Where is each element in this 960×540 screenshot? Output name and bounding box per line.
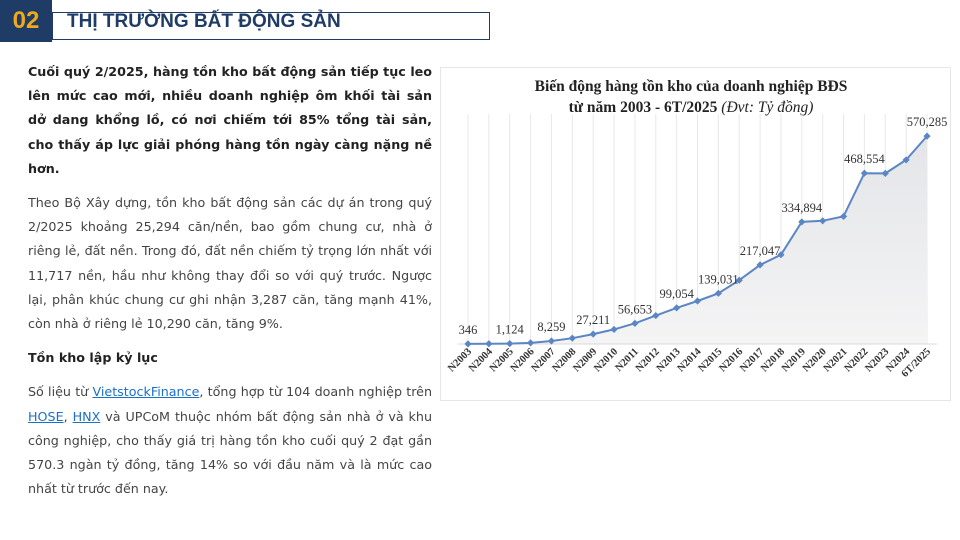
subheading-record-inventory: Tồn kho lập kỷ lục — [28, 350, 158, 366]
chart-point — [881, 169, 889, 178]
p2-text-2: , tổng hợp từ 104 doanh nghiệp trên — [199, 384, 433, 400]
chart-data-label: 346 — [459, 323, 478, 337]
chart-data-label: 8,259 — [537, 320, 565, 334]
chart-data-label: 468,554 — [844, 152, 885, 166]
chart-data-label: 334,894 — [782, 201, 823, 215]
chart-point — [526, 339, 535, 347]
chart-data-label: 27,211 — [576, 313, 610, 327]
section-number: 02 — [0, 0, 52, 42]
chart-point — [464, 340, 472, 348]
chart-title-period: từ năm 2003 - 6T/2025 — [569, 99, 718, 116]
section-title: THỊ TRƯỜNG BẤT ĐỘNG SẢN — [67, 10, 341, 32]
chart-data-label: 139,031 — [698, 272, 739, 286]
chart-point — [839, 212, 848, 221]
paragraph-vietstock: Số liệu từ VietstockFinance, tổng hợp từ… — [28, 380, 432, 501]
chart-area-fill — [468, 136, 927, 344]
chart-point — [735, 276, 743, 284]
chart-plot-area: 346 1,124 8,259 27,211 56,653 99,054 139,03121… — [446, 114, 947, 380]
hose-link[interactable]: HOSE — [28, 408, 64, 424]
chart-point — [756, 261, 764, 269]
chart-title-line1: Biến động hàng tồn kho của doanh nghiệp … — [535, 78, 848, 95]
inventory-chart: Biến động hàng tồn kho của doanh nghiệp … — [440, 67, 951, 401]
chart-point — [652, 311, 660, 320]
p2-text-3: và UPCoM thuộc nhóm bất động sản nhà ở v… — [28, 408, 432, 497]
chart-point — [819, 217, 827, 225]
p2-sep: , — [63, 408, 73, 424]
chart-point — [902, 156, 910, 164]
paragraph-inventory-ministry: Theo Bộ Xây dựng, tồn kho bất động sản c… — [28, 195, 432, 332]
hnx-link[interactable]: HNX — [72, 408, 101, 424]
vietstockfinance-link[interactable]: VietstockFinance — [92, 384, 200, 400]
chart-data-label: 217,047 — [740, 244, 781, 258]
chart-point — [923, 132, 931, 140]
chart-title-unit: (Đvt: Tỷ đồng) — [721, 99, 813, 116]
chart-data-label: 570,285 — [907, 115, 948, 129]
p2-text-1: Số liệu từ — [28, 384, 93, 400]
chart-x-tick-label: N2010 — [592, 346, 620, 374]
chart-point — [798, 218, 806, 226]
chart-title-line2: từ năm 2003 - 6T/2025 (Đvt: Tỷ đồng) — [569, 99, 814, 116]
chart-data-label: 56,653 — [618, 302, 652, 316]
chart-data-label: 1,124 — [496, 323, 525, 337]
chart-data-label: 99,054 — [659, 287, 694, 301]
article-body: Cuối quý 2/2025, hàng tồn kho bất động s… — [28, 60, 432, 511]
section-title-box: THỊ TRƯỜNG BẤT ĐỘNG SẢN — [52, 12, 490, 40]
inventory-chart-svg: Biến động hàng tồn kho của doanh nghiệp … — [446, 78, 947, 380]
chart-point — [777, 251, 785, 259]
chart-point — [860, 169, 869, 177]
lead-paragraph: Cuối quý 2/2025, hàng tồn kho bất động s… — [28, 64, 432, 176]
